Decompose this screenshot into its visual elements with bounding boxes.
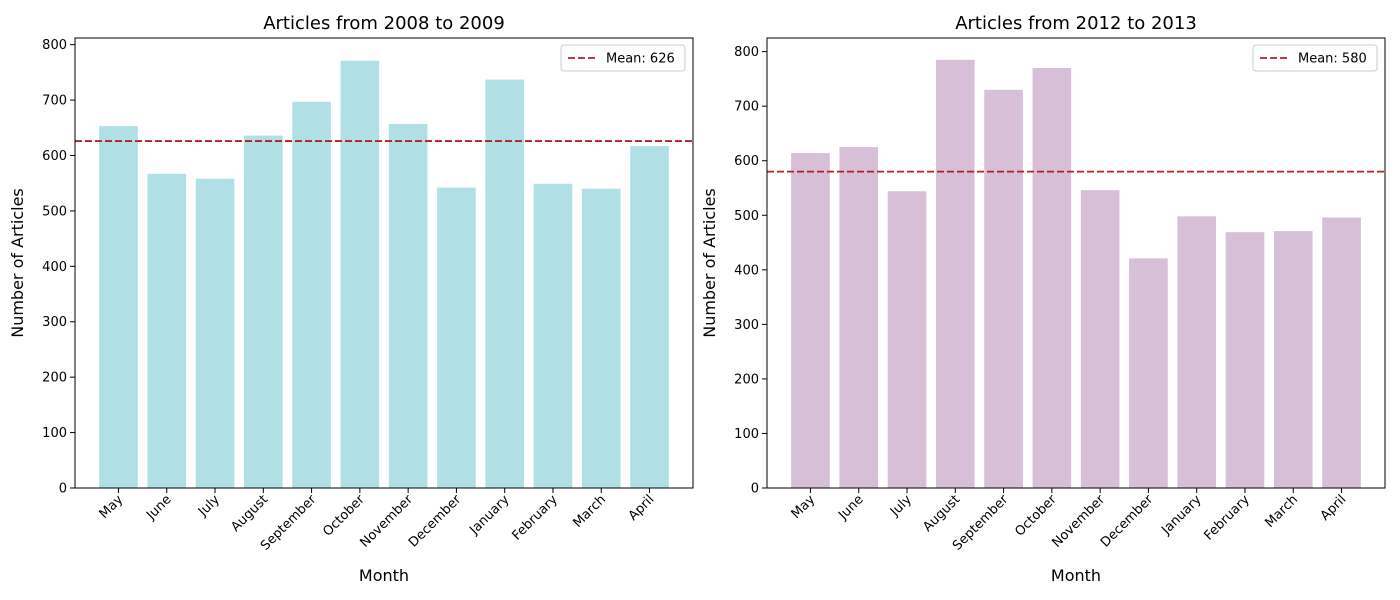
x-tick-label-may: May xyxy=(789,492,819,522)
x-tick-label-october: October xyxy=(320,492,368,540)
y-tick-label: 300 xyxy=(42,315,67,330)
x-tick-label-january: January xyxy=(1158,492,1204,538)
bar-may xyxy=(791,153,830,488)
x-tick-label-march: March xyxy=(570,492,609,531)
legend-label: Mean: 626 xyxy=(606,52,675,67)
y-tick-label: 200 xyxy=(734,372,759,387)
bar-january xyxy=(485,79,525,488)
bar-january xyxy=(1177,216,1217,489)
chart-panel-2: 0 100 200 300 400 500 600 700 800 May June July Augu… xyxy=(700,13,1386,585)
bar-november xyxy=(1080,190,1120,488)
chart-title: Articles from 2008 to 2009 xyxy=(263,13,505,34)
bar-february xyxy=(1225,232,1265,488)
x-axis-label: Month xyxy=(1051,566,1101,585)
x-tick-label-february: February xyxy=(1201,492,1253,544)
bar-september xyxy=(292,101,331,488)
y-tick-label: 600 xyxy=(42,149,67,164)
x-tick-label-may: May xyxy=(97,492,127,522)
y-tick-label: 700 xyxy=(42,94,67,109)
x-tick-label-december: December xyxy=(1098,492,1157,551)
y-tick-label: 400 xyxy=(734,263,759,278)
legend-box xyxy=(560,44,686,72)
chart-title: Articles from 2012 to 2013 xyxy=(955,13,1197,34)
y-tick-label: 500 xyxy=(734,209,759,224)
legend: Mean: 580 xyxy=(1252,44,1378,72)
y-axis-label: Number of Articles xyxy=(8,188,27,338)
plot-frame xyxy=(74,37,694,489)
x-tick-label-july: July xyxy=(195,492,223,520)
y-tick-label: 700 xyxy=(734,100,759,115)
bar-june xyxy=(839,147,879,488)
y-axis-label: Number of Articles xyxy=(700,188,719,338)
x-tick-label-october: October xyxy=(1012,492,1060,540)
chart-panel-1: 0 100 200 300 400 500 600 700 800 May June July Augu… xyxy=(8,13,694,585)
x-tick-label-april: April xyxy=(626,492,658,524)
bar-march xyxy=(581,188,621,489)
bar-april xyxy=(630,146,669,488)
bar-august xyxy=(935,59,975,488)
bar-may xyxy=(99,126,138,489)
y-tick-label: 600 xyxy=(734,154,759,169)
y-tick-label: 0 xyxy=(59,482,67,497)
x-tick-label-july: July xyxy=(887,492,915,520)
y-tick-label: 300 xyxy=(734,318,759,333)
legend-box xyxy=(1252,44,1378,72)
y-tick-label: 800 xyxy=(734,45,759,60)
y-tick-label: 500 xyxy=(42,204,67,219)
x-tick-label-august: August xyxy=(920,492,963,535)
bar-june xyxy=(147,173,187,488)
x-tick-label-june: June xyxy=(835,492,866,523)
bar-november xyxy=(388,123,428,489)
x-tick-label-january: January xyxy=(466,492,512,538)
x-tick-label-april: April xyxy=(1318,492,1350,524)
x-tick-label-august: August xyxy=(228,492,271,535)
x-tick-label-june: June xyxy=(143,492,174,523)
y-tick-label: 100 xyxy=(42,426,67,441)
bar-december xyxy=(437,187,476,488)
bar-july xyxy=(195,178,235,488)
legend: Mean: 626 xyxy=(560,44,686,72)
bar-april xyxy=(1322,217,1361,488)
plot-frame xyxy=(766,37,1386,489)
bar-december xyxy=(1129,258,1168,488)
x-tick-label-march: March xyxy=(1262,492,1301,531)
y-tick-label: 200 xyxy=(42,371,67,386)
y-tick-label: 400 xyxy=(42,260,67,275)
bar-february xyxy=(533,183,573,488)
bar-october xyxy=(340,60,380,488)
bar-october xyxy=(1032,68,1072,488)
y-tick-label: 800 xyxy=(42,38,67,53)
legend-label: Mean: 580 xyxy=(1298,52,1367,67)
x-tick-label-december: December xyxy=(406,492,465,551)
y-tick-label: 0 xyxy=(751,482,759,497)
bar-september xyxy=(984,89,1023,488)
bar-august xyxy=(243,135,283,489)
bar-march xyxy=(1273,231,1313,488)
bar-july xyxy=(887,191,927,488)
y-tick-label: 100 xyxy=(734,427,759,442)
x-tick-label-february: February xyxy=(509,492,561,544)
x-axis-label: Month xyxy=(359,566,409,585)
